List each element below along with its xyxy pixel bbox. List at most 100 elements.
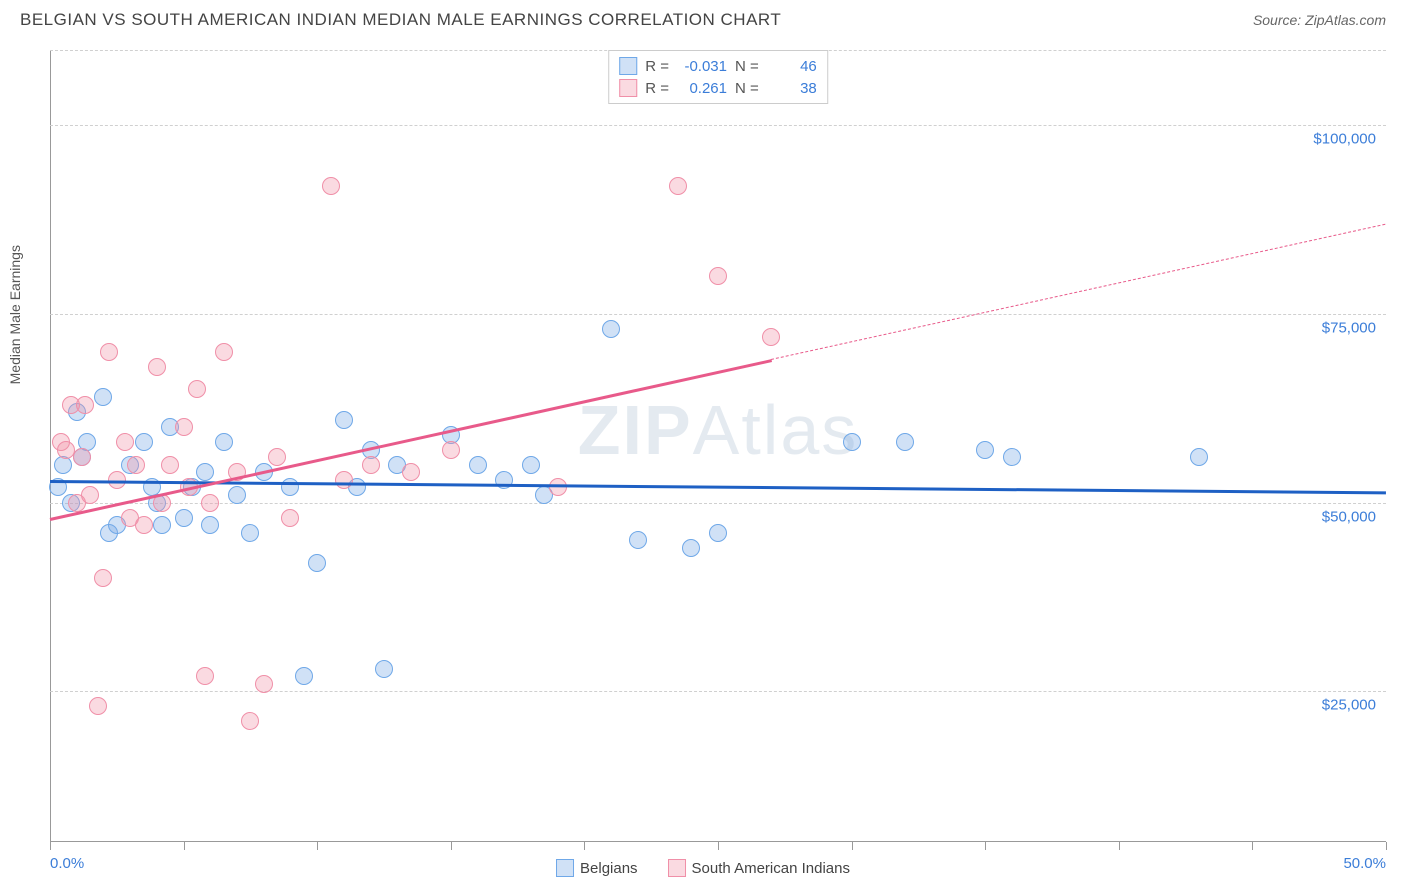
legend-n-label: N =: [735, 80, 759, 97]
data-point: [402, 463, 420, 481]
data-point: [322, 177, 340, 195]
data-point: [89, 697, 107, 715]
data-point: [153, 516, 171, 534]
legend-bottom: Belgians South American Indians: [556, 859, 850, 877]
x-tick: [1119, 842, 1120, 850]
data-point: [135, 433, 153, 451]
legend-top: R = -0.031 N = 46 R = 0.261 N = 38: [608, 50, 828, 104]
data-point: [308, 554, 326, 572]
data-point: [196, 667, 214, 685]
data-point: [116, 433, 134, 451]
y-axis-line: [50, 50, 51, 842]
data-point: [281, 509, 299, 527]
x-tick: [317, 842, 318, 850]
data-point: [241, 712, 259, 730]
legend-swatch: [668, 859, 686, 877]
trend-line: [50, 480, 1386, 494]
y-tick-label: $50,000: [1322, 508, 1376, 525]
data-point: [127, 456, 145, 474]
x-tick: [50, 842, 51, 850]
x-tick: [451, 842, 452, 850]
watermark-zip: ZIP: [578, 391, 693, 469]
y-gridline: [50, 125, 1386, 126]
data-point: [709, 267, 727, 285]
legend-bottom-label: South American Indians: [692, 860, 850, 877]
data-point: [762, 328, 780, 346]
data-point: [629, 531, 647, 549]
data-point: [228, 486, 246, 504]
x-tick: [184, 842, 185, 850]
data-point: [442, 441, 460, 459]
data-point: [94, 388, 112, 406]
x-tick: [985, 842, 986, 850]
data-point: [196, 463, 214, 481]
legend-swatch: [556, 859, 574, 877]
legend-bottom-item: Belgians: [556, 859, 638, 877]
x-tick: [1252, 842, 1253, 850]
x-tick-label: 50.0%: [1343, 855, 1386, 872]
legend-n-label: N =: [735, 58, 759, 75]
y-tick-label: $100,000: [1313, 131, 1376, 148]
trend-line: [50, 359, 772, 521]
data-point: [268, 448, 286, 466]
data-point: [669, 177, 687, 195]
y-axis-label: Median Male Earnings: [7, 245, 23, 384]
data-point: [469, 456, 487, 474]
x-tick: [1386, 842, 1387, 850]
chart-header: BELGIAN VS SOUTH AMERICAN INDIAN MEDIAN …: [0, 0, 1406, 35]
data-point: [201, 516, 219, 534]
data-point: [335, 471, 353, 489]
data-point: [215, 343, 233, 361]
data-point: [295, 667, 313, 685]
legend-top-row: R = -0.031 N = 46: [619, 55, 817, 77]
legend-r-label: R =: [645, 80, 669, 97]
data-point: [161, 456, 179, 474]
chart-title: BELGIAN VS SOUTH AMERICAN INDIAN MEDIAN …: [20, 10, 781, 30]
watermark-atlas: Atlas: [693, 391, 859, 469]
data-point: [241, 524, 259, 542]
data-point: [215, 433, 233, 451]
legend-r-label: R =: [645, 58, 669, 75]
legend-r-value: 0.261: [677, 80, 727, 97]
data-point: [255, 675, 273, 693]
data-point: [549, 478, 567, 496]
data-point: [335, 411, 353, 429]
data-point: [76, 396, 94, 414]
data-point: [100, 343, 118, 361]
data-point: [896, 433, 914, 451]
data-point: [709, 524, 727, 542]
y-gridline: [50, 503, 1386, 504]
data-point: [175, 509, 193, 527]
watermark: ZIPAtlas: [578, 390, 859, 470]
data-point: [175, 418, 193, 436]
data-point: [1190, 448, 1208, 466]
data-point: [135, 516, 153, 534]
legend-r-value: -0.031: [677, 58, 727, 75]
legend-bottom-label: Belgians: [580, 860, 638, 877]
x-tick: [584, 842, 585, 850]
trend-line: [771, 223, 1386, 359]
data-point: [522, 456, 540, 474]
y-tick-label: $25,000: [1322, 697, 1376, 714]
data-point: [73, 448, 91, 466]
legend-top-row: R = 0.261 N = 38: [619, 77, 817, 99]
data-point: [976, 441, 994, 459]
chart-source: Source: ZipAtlas.com: [1253, 12, 1386, 28]
data-point: [362, 456, 380, 474]
data-point: [682, 539, 700, 557]
plot-area: ZIPAtlas R = -0.031 N = 46 R = 0.261 N = 38 $…: [50, 50, 1386, 842]
x-tick-label: 0.0%: [50, 855, 84, 872]
data-point: [201, 494, 219, 512]
data-point: [94, 569, 112, 587]
chart-container: Median Male Earnings ZIPAtlas R =-0.031 …: [50, 50, 1386, 842]
legend-n-value: 46: [767, 58, 817, 75]
legend-n-value: 38: [767, 80, 817, 97]
data-point: [375, 660, 393, 678]
data-point: [602, 320, 620, 338]
data-point: [1003, 448, 1021, 466]
legend-swatch: [619, 79, 637, 97]
legend-swatch: [619, 57, 637, 75]
y-tick-label: $75,000: [1322, 319, 1376, 336]
data-point: [148, 358, 166, 376]
y-gridline: [50, 314, 1386, 315]
